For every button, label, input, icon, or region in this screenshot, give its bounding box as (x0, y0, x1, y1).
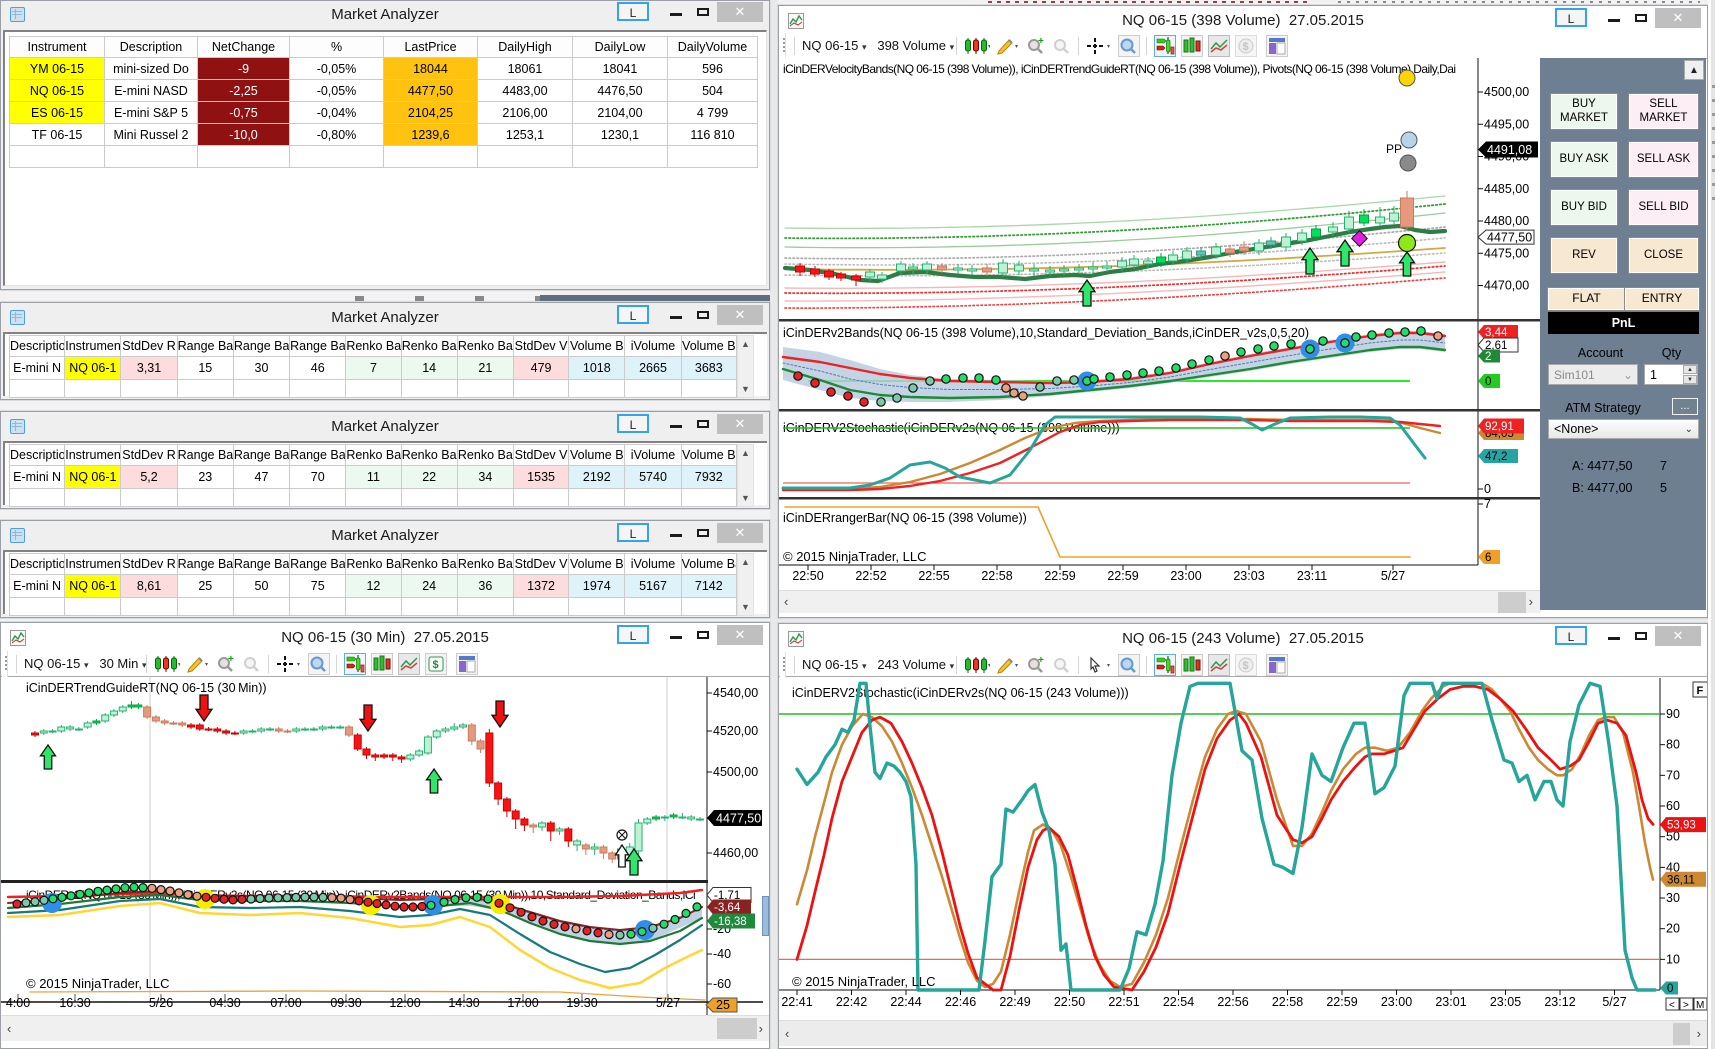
svg-text:22:46: 22:46 (945, 995, 976, 1009)
svg-text:36,11: 36,11 (1667, 874, 1695, 886)
svg-text:+: + (228, 654, 234, 665)
svg-text:09:30: 09:30 (330, 996, 361, 1010)
svg-text:4520,00: 4520,00 (713, 724, 758, 738)
svg-text:22:58: 22:58 (981, 569, 1012, 583)
svg-text:F: F (1697, 685, 1704, 697)
svg-text:92,91: 92,91 (1485, 421, 1514, 433)
svg-text:23:01: 23:01 (1435, 995, 1466, 1009)
svg-text:<: < (1669, 1000, 1675, 1011)
svg-text:5/27: 5/27 (1381, 569, 1405, 583)
svg-text:22:41: 22:41 (781, 995, 812, 1009)
svg-text:22:50: 22:50 (792, 569, 823, 583)
svg-text:4500,00: 4500,00 (713, 765, 758, 779)
svg-text:19:30: 19:30 (566, 996, 597, 1010)
svg-text:12:00: 12:00 (389, 996, 420, 1010)
svg-text:22:44: 22:44 (890, 995, 921, 1009)
svg-text:iCinDERVelocityBands(NQ 06-15: iCinDERVelocityBands(NQ 06-15 (398 Volum… (783, 62, 1455, 76)
svg-text:22:50: 22:50 (1054, 995, 1085, 1009)
svg-text:4500,00: 4500,00 (1484, 85, 1529, 99)
svg-text:22:58: 22:58 (1272, 995, 1303, 1009)
svg-text:20: 20 (1666, 922, 1680, 936)
svg-text:4480,00: 4480,00 (1484, 214, 1529, 228)
svg-text:23:05: 23:05 (1490, 995, 1521, 1009)
svg-text:0: 0 (1485, 376, 1491, 388)
svg-text:17:00: 17:00 (507, 996, 538, 1010)
svg-text:30: 30 (1666, 891, 1680, 905)
svg-text:22:55: 22:55 (918, 569, 949, 583)
svg-text:$: $ (1243, 41, 1249, 53)
svg-text:90: 90 (1666, 707, 1680, 721)
svg-text:4495,00: 4495,00 (1484, 117, 1529, 131)
svg-text:22:51: 22:51 (1108, 995, 1139, 1009)
svg-text:iCinDERv2Bands(NQ 06-15 (398 V: iCinDERv2Bands(NQ 06-15 (398 Volume),10,… (783, 326, 1309, 340)
svg-text:22:56: 22:56 (1217, 995, 1248, 1009)
svg-text:22:59: 22:59 (1107, 569, 1138, 583)
svg-text:0: 0 (1484, 482, 1491, 496)
svg-text:5/27: 5/27 (1602, 995, 1626, 1009)
svg-text:4470,00: 4470,00 (1484, 279, 1529, 293)
svg-text:53,93: 53,93 (1667, 820, 1696, 832)
svg-text:22:52: 22:52 (855, 569, 886, 583)
svg-text:4491,08: 4491,08 (1487, 143, 1532, 157)
svg-text:-40: -40 (713, 947, 731, 961)
svg-text:22:42: 22:42 (836, 995, 867, 1009)
svg-text:23:11: 23:11 (1297, 569, 1327, 583)
svg-text:47,2: 47,2 (1485, 451, 1507, 463)
svg-text:© 2015 NinjaTrader, LLC: © 2015 NinjaTrader, LLC (792, 974, 936, 989)
svg-text:-16,38: -16,38 (714, 916, 747, 928)
svg-text:-3,64: -3,64 (714, 902, 741, 914)
svg-text:16:30: 16:30 (59, 996, 90, 1010)
svg-text:4477,50: 4477,50 (716, 812, 761, 826)
svg-text:+: + (1038, 36, 1044, 47)
svg-text:22:54: 22:54 (1163, 995, 1194, 1009)
svg-text:22:59: 22:59 (1044, 569, 1075, 583)
svg-text:60: 60 (1666, 799, 1680, 813)
svg-text:7: 7 (1484, 497, 1491, 511)
svg-text:2,61: 2,61 (1485, 340, 1507, 352)
svg-text:iCinDERrangerBar(NQ 06-15 (398: iCinDERrangerBar(NQ 06-15 (398 Volume)) (783, 511, 1027, 525)
svg-text:5/26: 5/26 (149, 996, 173, 1010)
svg-text:50: 50 (1666, 830, 1680, 844)
svg-text:23:12: 23:12 (1544, 995, 1575, 1009)
svg-text:07:00: 07:00 (270, 996, 301, 1010)
svg-text:4460,00: 4460,00 (713, 846, 758, 860)
svg-text:4477,50: 4477,50 (1487, 231, 1532, 245)
svg-text:23:00: 23:00 (1381, 995, 1412, 1009)
svg-text:PP: PP (1386, 142, 1402, 156)
svg-text:© 2015 NinjaTrader, LLC: © 2015 NinjaTrader, LLC (783, 549, 927, 564)
svg-text:iCinDERV2Stochastic(iCinDERv2s: iCinDERV2Stochastic(iCinDERv2s(NQ 06-15 … (792, 686, 1129, 700)
svg-text:10: 10 (1666, 952, 1680, 966)
svg-text:22:49: 22:49 (999, 995, 1030, 1009)
svg-text:$: $ (433, 659, 439, 671)
svg-text:6: 6 (1485, 552, 1491, 564)
svg-text:-60: -60 (713, 977, 731, 991)
svg-text:3,44: 3,44 (1485, 327, 1508, 339)
svg-text:$: $ (1243, 660, 1249, 672)
svg-text:5/27: 5/27 (656, 996, 680, 1010)
svg-text:25: 25 (716, 998, 730, 1012)
svg-text:04:30: 04:30 (209, 996, 240, 1010)
svg-text:>: > (1683, 1000, 1689, 1011)
svg-text:© 2015 NinjaTrader, LLC: © 2015 NinjaTrader, LLC (26, 976, 170, 991)
svg-text:4485,00: 4485,00 (1484, 182, 1529, 196)
svg-text:M: M (1696, 1000, 1704, 1011)
svg-text:4475,00: 4475,00 (1484, 246, 1529, 260)
svg-text:22:59: 22:59 (1326, 995, 1357, 1009)
svg-text:40: 40 (1666, 860, 1680, 874)
svg-text:14:30: 14:30 (448, 996, 479, 1010)
svg-text:23:03: 23:03 (1233, 569, 1264, 583)
svg-text:2: 2 (1485, 351, 1491, 363)
svg-text:70: 70 (1666, 768, 1680, 782)
svg-text:0: 0 (1667, 983, 1673, 995)
svg-text:4:00: 4:00 (6, 996, 30, 1010)
svg-text:-1,71: -1,71 (714, 890, 740, 902)
svg-text:+: + (1038, 655, 1044, 666)
svg-text:23:00: 23:00 (1170, 569, 1201, 583)
svg-text:iCinDERTrendGuideRT(NQ 06-15 (: iCinDERTrendGuideRT(NQ 06-15 (30 Min)) (26, 681, 267, 695)
svg-text:4540,00: 4540,00 (713, 686, 758, 700)
svg-text:80: 80 (1666, 738, 1680, 752)
